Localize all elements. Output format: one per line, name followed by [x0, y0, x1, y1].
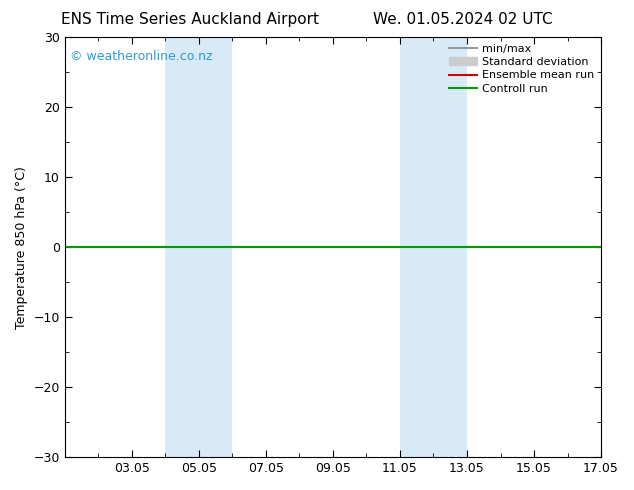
Legend: min/max, Standard deviation, Ensemble mean run, Controll run: min/max, Standard deviation, Ensemble me…	[444, 39, 599, 98]
Bar	[400, 37, 467, 457]
Text: © weatheronline.co.nz: © weatheronline.co.nz	[70, 50, 212, 63]
Bar	[165, 37, 233, 457]
Text: ENS Time Series Auckland Airport: ENS Time Series Auckland Airport	[61, 12, 319, 27]
Text: We. 01.05.2024 02 UTC: We. 01.05.2024 02 UTC	[373, 12, 553, 27]
Y-axis label: Temperature 850 hPa (°C): Temperature 850 hPa (°C)	[15, 166, 28, 329]
